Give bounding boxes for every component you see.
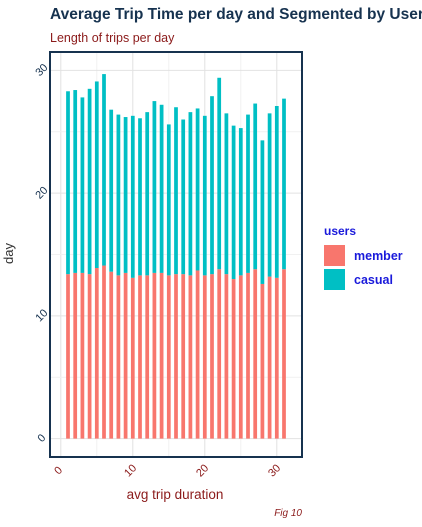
- bars: [66, 74, 286, 439]
- legend-item-member: member: [324, 244, 403, 267]
- bar-casual-day-13: [152, 101, 157, 273]
- x-axis-label: avg trip duration: [126, 487, 224, 502]
- bar-casual-day-28: [260, 140, 265, 284]
- bar-member-day-19: [195, 270, 200, 439]
- bar-member-day-15: [166, 275, 171, 439]
- chart-title: Average Trip Time per day and Segmented …: [50, 6, 422, 23]
- bar-casual-day-7: [109, 109, 114, 272]
- bar-casual-day-17: [181, 119, 186, 275]
- bar-casual-day-18: [188, 112, 193, 276]
- chart-subtitle: Length of trips per day: [50, 31, 175, 45]
- bar-casual-day-3: [80, 97, 85, 273]
- legend-swatch-casual: [324, 269, 345, 290]
- bar-member-day-27: [253, 269, 258, 439]
- y-tick-label: 20: [33, 184, 50, 201]
- bar-member-day-9: [123, 272, 128, 439]
- bar-casual-day-5: [94, 81, 99, 268]
- bar-member-day-16: [174, 274, 178, 439]
- bar-member-day-30: [274, 277, 279, 439]
- legend-title: users: [324, 224, 357, 238]
- bar-casual-day-12: [145, 112, 150, 276]
- bar-member-day-21: [210, 274, 214, 439]
- y-tick-label: 0: [36, 432, 49, 445]
- bar-casual-day-11: [138, 118, 142, 276]
- x-tick-label: 30: [266, 462, 283, 479]
- bar-casual-day-31: [282, 98, 286, 270]
- legend: users member casual: [324, 224, 403, 292]
- y-tick-label: 10: [33, 307, 50, 324]
- bar-member-day-5: [94, 268, 99, 439]
- bar-member-day-2: [73, 272, 78, 439]
- bar-member-day-3: [80, 272, 85, 439]
- bar-casual-day-15: [166, 124, 171, 276]
- bar-member-day-25: [238, 275, 243, 439]
- bar-casual-day-14: [159, 104, 164, 273]
- bar-member-day-18: [188, 275, 193, 439]
- bar-member-day-8: [116, 275, 121, 439]
- plot-panel-border: [49, 51, 303, 458]
- bar-member-day-14: [159, 272, 164, 439]
- y-axis-label: day: [0, 243, 16, 264]
- legend-label-casual: casual: [354, 272, 393, 287]
- bar-casual-day-19: [195, 108, 200, 271]
- bar-casual-day-23: [224, 113, 229, 275]
- legend-swatch-member: [324, 245, 345, 266]
- bar-casual-day-4: [87, 88, 92, 275]
- bar-member-day-28: [260, 283, 265, 439]
- bar-member-day-26: [246, 272, 250, 439]
- bar-casual-day-27: [253, 103, 258, 270]
- bar-casual-day-16: [174, 107, 178, 275]
- bar-casual-day-10: [130, 115, 135, 278]
- bar-casual-day-20: [202, 115, 207, 276]
- bar-casual-day-30: [274, 106, 279, 278]
- bar-member-day-29: [267, 276, 272, 439]
- bar-member-day-13: [152, 272, 157, 439]
- bar-member-day-6: [102, 265, 106, 439]
- bar-casual-day-25: [238, 128, 243, 276]
- bar-member-day-17: [181, 274, 186, 439]
- bar-member-day-20: [202, 275, 207, 439]
- figure-caption: Fig 10: [274, 508, 302, 519]
- bar-casual-day-2: [73, 90, 78, 273]
- x-tick-label: 20: [194, 462, 211, 479]
- bar-casual-day-29: [267, 113, 272, 277]
- bar-member-day-22: [217, 269, 222, 439]
- bar-member-day-12: [145, 275, 150, 439]
- bar-casual-day-9: [123, 117, 128, 273]
- x-tick-label: 10: [122, 462, 139, 479]
- legend-label-member: member: [354, 248, 403, 263]
- bar-casual-day-22: [217, 77, 222, 270]
- axis-ticks: 0 10 20 30 0 10 20 30: [33, 62, 283, 480]
- bar-member-day-7: [109, 271, 114, 439]
- bar-casual-day-8: [116, 114, 121, 276]
- bar-casual-day-21: [210, 96, 214, 275]
- bar-member-day-10: [130, 277, 135, 439]
- bar-member-day-4: [87, 274, 92, 439]
- bar-member-day-1: [66, 274, 70, 439]
- bar-member-day-11: [138, 275, 142, 439]
- x-tick-label: 0: [52, 464, 65, 477]
- legend-item-casual: casual: [324, 268, 403, 291]
- bar-member-day-31: [282, 269, 286, 439]
- bar-casual-day-1: [66, 91, 70, 275]
- bar-casual-day-6: [102, 74, 106, 266]
- bar-member-day-24: [231, 279, 236, 439]
- bar-casual-day-24: [231, 125, 236, 280]
- y-tick-label: 30: [33, 62, 50, 79]
- bar-member-day-23: [224, 274, 229, 439]
- bar-casual-day-26: [246, 114, 250, 273]
